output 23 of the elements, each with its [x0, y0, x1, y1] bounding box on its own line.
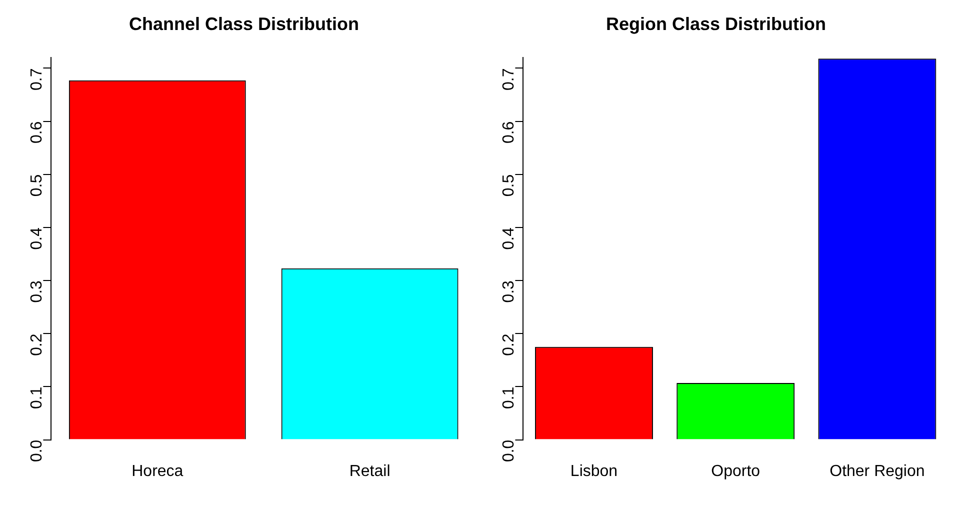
y-tick-label: 0.5 — [500, 174, 518, 197]
x-tick-label: Horeca — [132, 462, 184, 480]
y-tick-label: 0.1 — [500, 386, 518, 409]
y-tick-label: 0.2 — [28, 334, 46, 356]
y-tick-label: 0.4 — [500, 227, 518, 250]
chart-title: Channel Class Distribution — [128, 14, 360, 34]
y-tick-label: 0.7 — [500, 68, 518, 90]
y-tick-label: 0.0 — [500, 440, 518, 462]
y-tick-label: 0.1 — [28, 386, 46, 409]
y-tick-label: 0.3 — [28, 280, 46, 303]
y-tick-label: 0.6 — [28, 121, 46, 144]
y-tick-label: 0.6 — [500, 121, 518, 144]
y-tick-label: 0.4 — [28, 227, 46, 250]
x-tick-label: Other Region — [830, 462, 925, 480]
x-tick-label: Retail — [349, 462, 390, 480]
x-tick-label: Lisbon — [570, 462, 618, 480]
y-tick-label: 0.5 — [28, 174, 46, 197]
y-tick-label: 0.0 — [28, 440, 46, 462]
y-tick-label: 0.3 — [500, 280, 518, 303]
chart-title: Region Class Distribution — [606, 14, 826, 34]
x-tick-label: Oporto — [711, 462, 760, 480]
y-tick-label: 0.2 — [500, 334, 518, 356]
y-tick-label: 0.7 — [28, 68, 46, 90]
